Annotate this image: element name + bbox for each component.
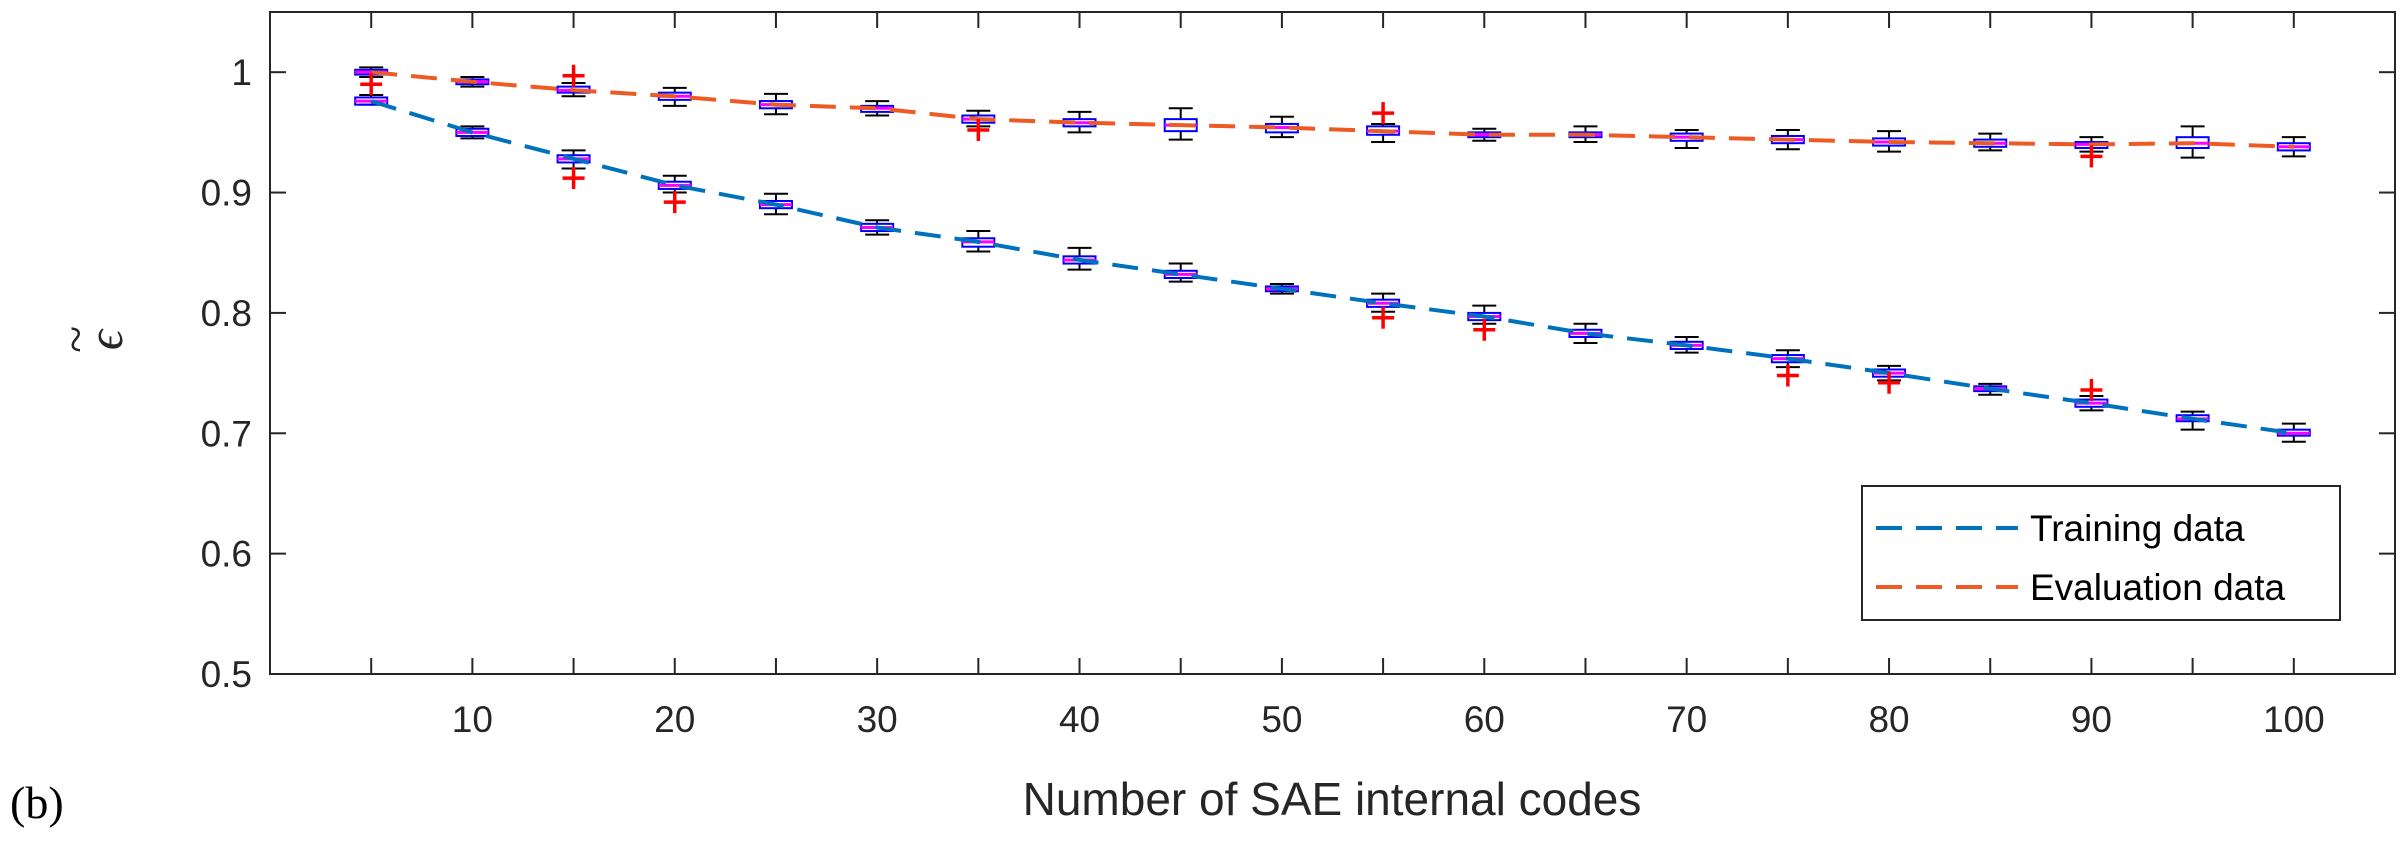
y-tick-label: 0.6 xyxy=(201,534,252,575)
outlier-marker xyxy=(562,64,585,87)
outlier-marker xyxy=(1372,102,1395,125)
outlier-marker xyxy=(1372,306,1395,329)
y-tick-label: 0.5 xyxy=(201,654,252,695)
x-tick-label: 40 xyxy=(1059,699,1100,740)
legend-label-training: Training data xyxy=(2030,508,2245,549)
x-tick-label: 50 xyxy=(1261,699,1302,740)
outlier-marker xyxy=(1878,371,1901,394)
x-tick-label: 80 xyxy=(1868,699,1909,740)
outlier-marker xyxy=(1776,364,1799,387)
outlier-marker xyxy=(1473,318,1496,341)
y-tick-label: 1 xyxy=(231,52,252,93)
series-line xyxy=(371,70,2294,149)
x-tick-label: 100 xyxy=(2263,699,2325,740)
outlier-marker xyxy=(2080,145,2103,168)
outlier-marker xyxy=(562,167,585,190)
x-tick-label: 90 xyxy=(2071,699,2112,740)
y-axis-label: ϵ ~ xyxy=(47,326,133,353)
y-tick-label: 0.8 xyxy=(201,293,252,334)
axes-frame xyxy=(269,11,2396,675)
outlier-marker xyxy=(967,118,990,141)
x-tick-label: 10 xyxy=(452,699,493,740)
series-training xyxy=(354,94,2311,443)
series-evaluation xyxy=(354,64,2311,168)
legend-box xyxy=(1861,485,2341,621)
panel-label: (b) xyxy=(10,777,64,828)
box xyxy=(2276,136,2311,158)
outlier-marker xyxy=(2080,378,2103,401)
box xyxy=(455,125,490,140)
box xyxy=(860,219,895,236)
legend: Training data Evaluation data xyxy=(1861,485,2341,621)
y-tick-label: 0.9 xyxy=(201,173,252,214)
series-line xyxy=(370,99,2295,436)
outlier-marker xyxy=(663,191,686,214)
x-tick-label: 70 xyxy=(1666,699,1707,740)
y-tick-label: 0.7 xyxy=(201,413,252,454)
y-axis-label-tilde: ~ xyxy=(47,326,103,353)
y-axis-label-symbol: ϵ xyxy=(77,328,133,350)
data-layer xyxy=(354,64,2311,443)
outlier-marker xyxy=(360,73,383,96)
x-tick-label: 20 xyxy=(654,699,695,740)
axes-layer: 0.5 0.6 0.7 0.8 0.9 1 10 20 30 40 50 60 70 80 90 100 xyxy=(201,12,2395,740)
x-axis-label: Number of SAE internal codes xyxy=(1023,773,1642,825)
legend-label-evaluation: Evaluation data xyxy=(2030,567,2286,608)
x-tick-label: 30 xyxy=(857,699,898,740)
x-tick-label: 60 xyxy=(1464,699,1505,740)
